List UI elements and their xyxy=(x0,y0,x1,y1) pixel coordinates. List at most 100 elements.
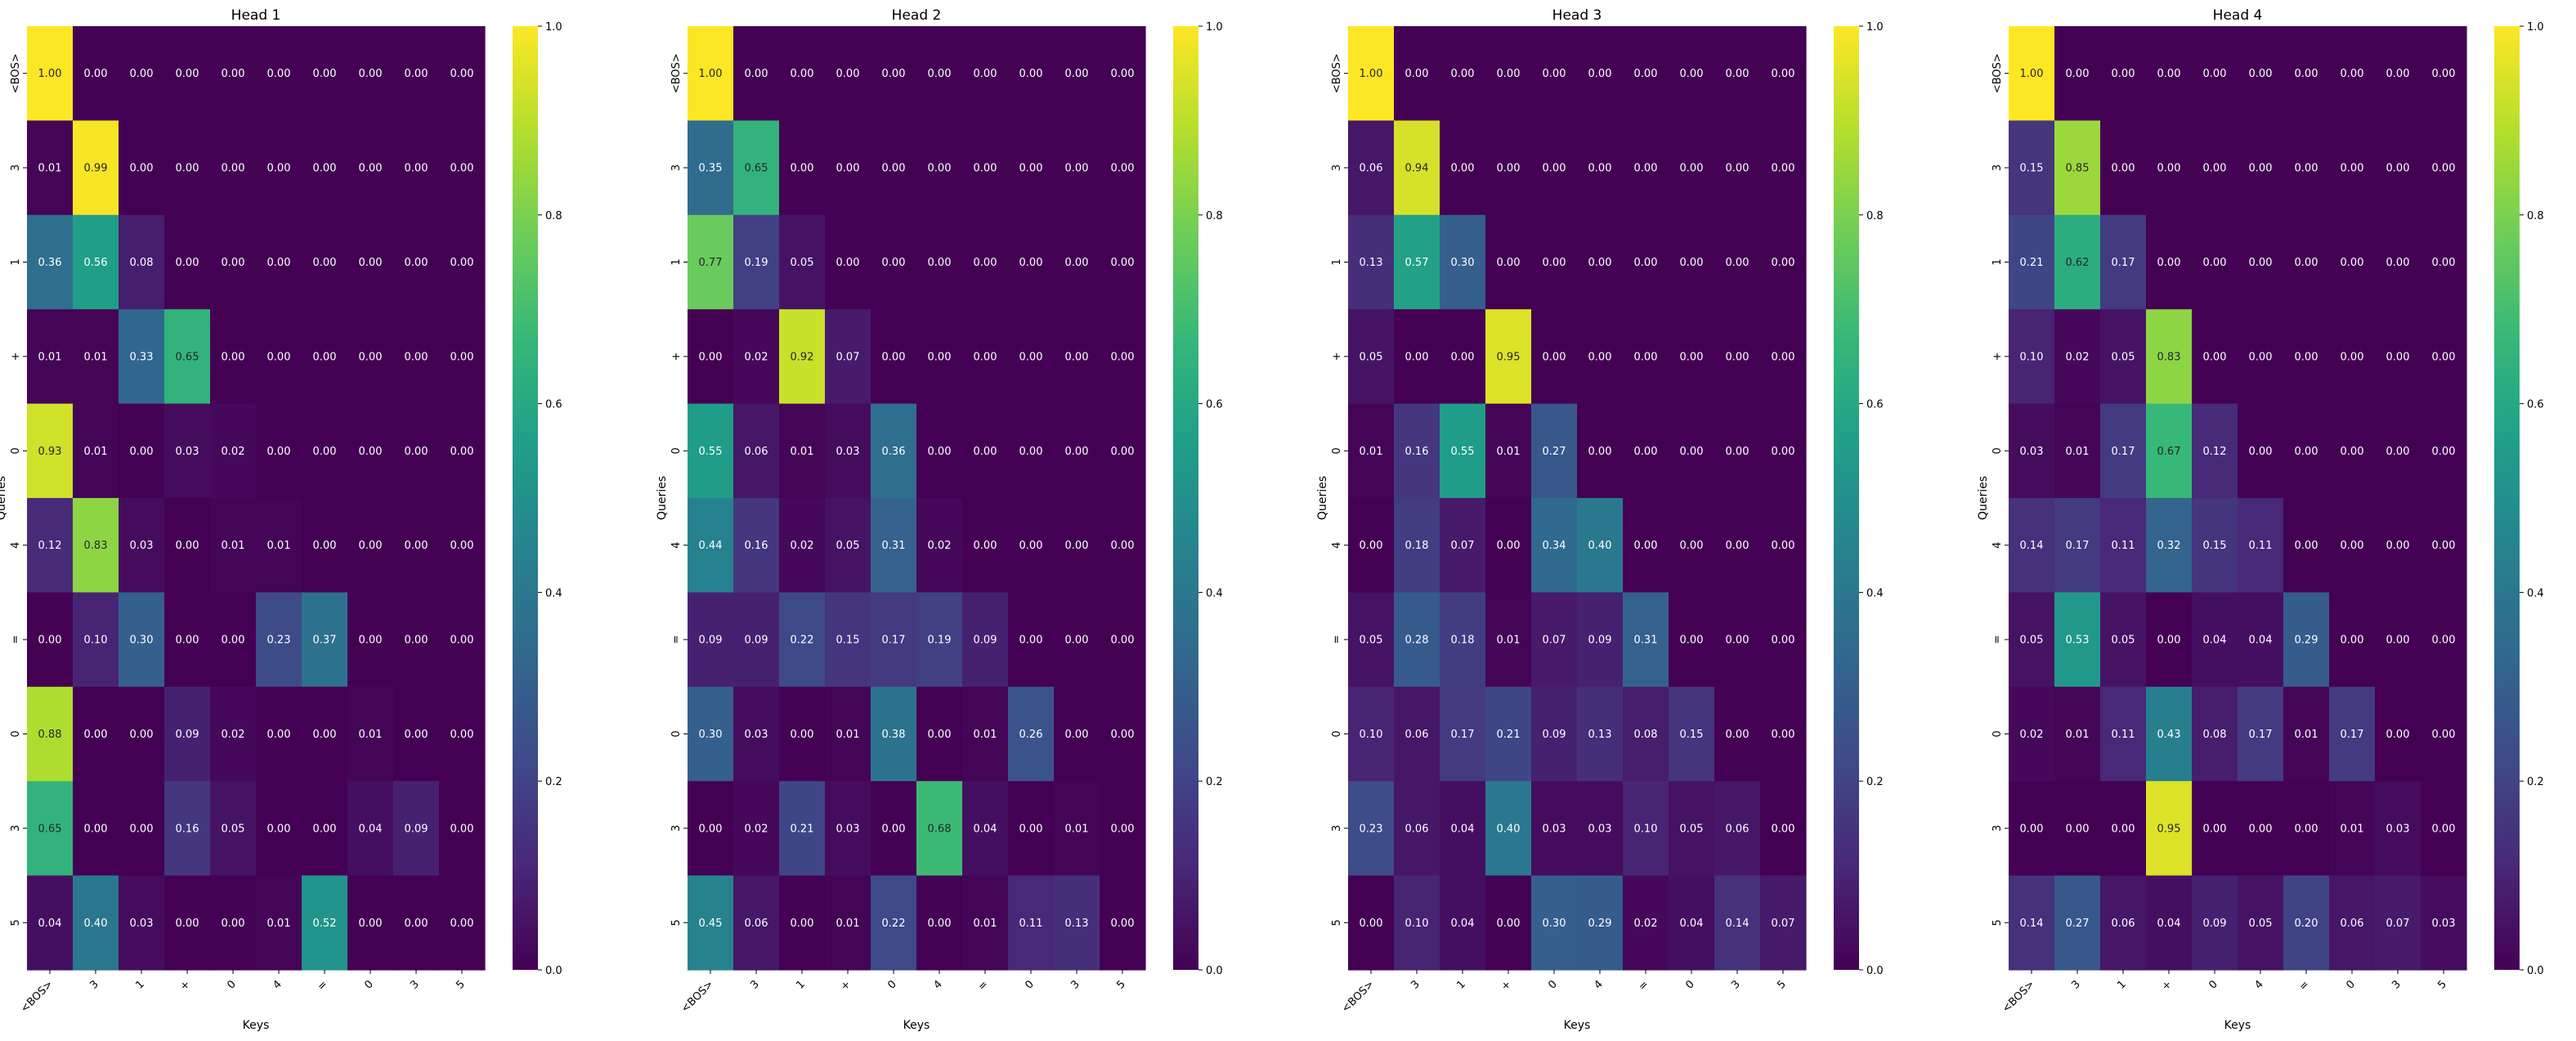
cell-value-label: 1.00 xyxy=(2020,68,2044,80)
colorbar-tick-label: 0.8 xyxy=(545,210,562,222)
heatmap-cell xyxy=(2421,403,2467,499)
cell-value-label: 0.20 xyxy=(2295,918,2318,930)
y-tick-label: + xyxy=(1991,352,2004,361)
cell-value-label: 0.11 xyxy=(1019,918,1043,930)
cell-value-label: 0.01 xyxy=(791,446,814,458)
cell-value-label: 0.00 xyxy=(1019,257,1043,269)
cell-value-label: 0.00 xyxy=(313,540,337,552)
cell-value-label: 0.09 xyxy=(1543,729,1566,741)
cell-value-label: 0.05 xyxy=(1360,351,1383,363)
heatmap-cell xyxy=(2054,214,2101,310)
heatmap-cell xyxy=(733,781,780,877)
heatmap-cell xyxy=(119,309,165,405)
heatmap-cell xyxy=(1394,309,1440,405)
cell-value-label: 0.05 xyxy=(791,257,814,269)
y-tick-label: 3 xyxy=(1991,825,2004,832)
heatmap-cell xyxy=(2375,403,2421,499)
x-tick-label: 0 xyxy=(1683,978,1696,991)
cell-value-label: 0.08 xyxy=(2203,729,2227,741)
heatmap-cell xyxy=(1440,592,1486,688)
heatmap-cell xyxy=(2375,214,2421,310)
cell-value-label: 0.00 xyxy=(84,823,108,835)
heatmap-cell xyxy=(2100,498,2147,593)
heatmap-cell xyxy=(2054,781,2101,877)
cell-value-label: 0.01 xyxy=(2066,446,2090,458)
cell-value-label: 0.09 xyxy=(745,635,768,647)
heatmap-cell xyxy=(2375,309,2421,405)
cell-value-label: 0.00 xyxy=(405,257,428,269)
heatmap-cell xyxy=(962,214,1009,310)
heatmap-cell xyxy=(1348,875,1395,971)
heatmap-cell xyxy=(2009,214,2055,310)
cell-value-label: 0.30 xyxy=(130,635,154,647)
heatmap-cell xyxy=(27,403,74,499)
heatmap-cell xyxy=(1531,26,1578,121)
heatmap-cell xyxy=(2238,592,2284,688)
cell-value-label: 0.00 xyxy=(1726,540,1749,552)
y-tick-label: 3 xyxy=(1991,164,2004,171)
x-tick-label: 1 xyxy=(794,978,807,991)
cell-value-label: 0.05 xyxy=(836,540,860,552)
heatmap-cell xyxy=(1054,686,1100,782)
cell-value-label: 0.00 xyxy=(1111,446,1135,458)
cell-value-label: 0.00 xyxy=(267,68,291,80)
heatmap-cell xyxy=(2283,592,2330,688)
cell-value-label: 0.00 xyxy=(2203,163,2227,175)
cell-value-label: 0.00 xyxy=(2203,257,2227,269)
heatmap-cell xyxy=(825,781,871,877)
cell-value-label: 0.00 xyxy=(1019,351,1043,363)
heatmap-cell xyxy=(916,120,963,216)
heatmap-cell xyxy=(1394,403,1440,499)
heatmap-cell xyxy=(393,781,440,877)
heatmap-cell xyxy=(2192,498,2238,593)
heatmap-cell xyxy=(439,781,486,877)
cell-value-label: 0.00 xyxy=(1634,68,1658,80)
x-tick-label: 4 xyxy=(1592,978,1605,991)
heatmap-cell xyxy=(27,120,74,216)
cell-value-label: 0.00 xyxy=(450,729,474,741)
colorbar-gradient xyxy=(1173,26,1198,970)
heatmap-cell xyxy=(2375,26,2421,121)
cell-value-label: 0.08 xyxy=(130,257,154,269)
heatmap-cell xyxy=(962,875,1009,971)
y-tick-label: 3 xyxy=(1331,164,1343,171)
y-tick-label: 5 xyxy=(1331,919,1343,926)
heatmap-cell xyxy=(2421,592,2467,688)
heatmap-cell xyxy=(164,875,211,971)
cell-value-label: 0.00 xyxy=(2020,823,2044,835)
cell-value-label: 0.00 xyxy=(1726,163,1749,175)
heatmap-cell xyxy=(2329,686,2376,782)
cell-value-label: 0.00 xyxy=(267,163,291,175)
cell-value-label: 0.06 xyxy=(1726,823,1749,835)
heatmap-cell xyxy=(825,403,871,499)
heatmap-cell xyxy=(1577,403,1624,499)
heatmap-cell xyxy=(2421,875,2467,971)
cell-value-label: 0.00 xyxy=(791,163,814,175)
cell-value-label: 0.11 xyxy=(2112,729,2135,741)
heatmap-cell xyxy=(1394,214,1440,310)
heatmap-cell xyxy=(393,309,440,405)
cell-value-label: 0.17 xyxy=(2066,540,2090,552)
heatmap-cell xyxy=(1100,875,1146,971)
cell-value-label: 0.00 xyxy=(1360,540,1383,552)
heatmap-cell xyxy=(2329,120,2376,216)
x-tick-label: 0 xyxy=(2206,978,2220,991)
heatmap-cell xyxy=(1485,26,1532,121)
heatmap-cell xyxy=(1440,875,1486,971)
heatmap-cell xyxy=(825,26,871,121)
cell-value-label: 0.14 xyxy=(2020,540,2044,552)
heatmap-panel-4: Head 41.00 0.00 0.00 0.00 0.00 0.00 0.00 0.00 0.… xyxy=(1977,7,2544,1032)
cell-value-label: 0.00 xyxy=(1405,68,1429,80)
x-tick-label: 0 xyxy=(885,978,898,991)
heatmap-cell xyxy=(2329,26,2376,121)
cell-value-label: 0.05 xyxy=(1680,823,1704,835)
cell-value-label: 0.00 xyxy=(2341,635,2364,647)
cell-value-label: 0.03 xyxy=(130,540,154,552)
cell-value-label: 0.00 xyxy=(267,729,291,741)
x-tick-label: <BOS> xyxy=(2000,978,2037,1015)
y-tick-label: = xyxy=(670,635,683,644)
heatmap-cell xyxy=(1054,592,1100,688)
cell-value-label: 0.05 xyxy=(2249,918,2273,930)
heatmap-cell xyxy=(1577,309,1624,405)
heatmap-cell xyxy=(164,592,211,688)
